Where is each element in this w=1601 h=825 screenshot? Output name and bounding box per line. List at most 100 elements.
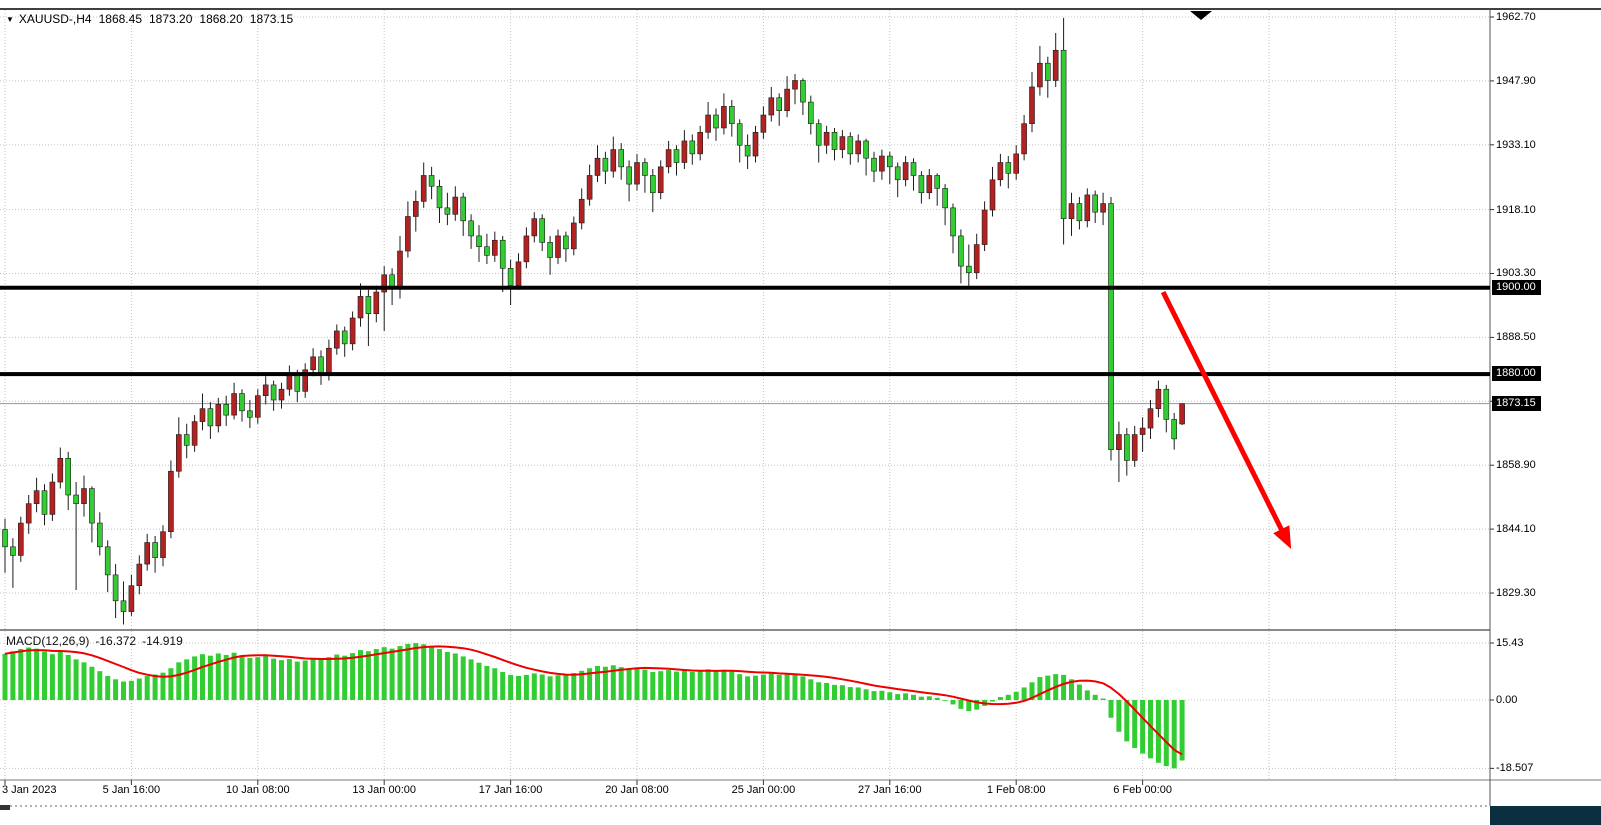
candle (183, 434, 190, 446)
macd-histogram-bar (855, 687, 861, 700)
macd-histogram-bar (1092, 694, 1098, 700)
candle (97, 522, 103, 548)
candle (586, 175, 593, 200)
macd-histogram-bar (128, 680, 134, 700)
macd-histogram-bar (381, 647, 387, 700)
candle (144, 542, 150, 565)
macd-histogram-bar (658, 671, 664, 700)
macd-signal-value: -14.919 (142, 634, 183, 648)
candle (484, 246, 490, 256)
candle (689, 140, 696, 155)
macd-signal-line (4, 645, 1183, 756)
macd-histogram-bar (1061, 674, 1067, 700)
macd-histogram-bar (1021, 687, 1027, 700)
macd-histogram-bar (974, 700, 980, 710)
macd-histogram-bar (18, 649, 24, 700)
candle (476, 235, 482, 248)
macd-histogram-bar (610, 665, 616, 700)
candle (1013, 153, 1020, 174)
candle (784, 88, 790, 112)
macd-histogram-bar (950, 700, 956, 705)
candle (1052, 49, 1059, 81)
macd-histogram-bar (595, 666, 600, 700)
macd-histogram-bar (531, 673, 537, 700)
macd-histogram-bar (737, 674, 743, 700)
candle (231, 393, 237, 416)
macd-histogram-bar (753, 675, 758, 700)
candle (499, 239, 506, 269)
candle (965, 265, 972, 273)
candle (918, 175, 925, 194)
macd-histogram-bar (49, 654, 55, 700)
bottom-right-corner-block (1490, 806, 1601, 825)
macd-histogram-bar (1084, 690, 1090, 700)
candle (357, 296, 364, 319)
candle (792, 80, 798, 90)
candle (491, 239, 498, 256)
macd-histogram-bar (618, 667, 624, 700)
candle (420, 175, 427, 202)
macd-histogram-bar (231, 652, 237, 700)
macd-histogram-bar (784, 673, 790, 700)
candle (839, 136, 846, 150)
candle (1068, 203, 1075, 219)
chart-shift-marker[interactable] (1190, 11, 1212, 20)
macd-histogram-bar (144, 675, 150, 700)
macd-histogram-bar (508, 674, 514, 700)
candle (523, 235, 530, 263)
candle (1005, 162, 1012, 174)
ohlc-open: 1868.45 (98, 12, 142, 26)
macd-histogram-bar (358, 650, 363, 700)
macd-histogram-bar (602, 666, 608, 700)
candle (452, 196, 459, 215)
macd-histogram-bar (674, 671, 679, 700)
candle (950, 207, 956, 237)
macd-histogram-bar (192, 656, 198, 700)
symbol-header: ▼ XAUUSD-,H4 1868.45 1873.20 1868.20 1873.15 (6, 12, 293, 26)
candle (1045, 62, 1051, 81)
macd-histogram-bar (626, 669, 632, 700)
macd-histogram-bar (555, 675, 561, 700)
macd-histogram-bar (879, 690, 885, 700)
macd-histogram-bar (587, 668, 593, 700)
macd-histogram-bar (1076, 684, 1082, 700)
trend-arrow-line[interactable] (1160, 290, 1288, 538)
symbol-dropdown-icon[interactable]: ▼ (6, 15, 14, 24)
macd-histogram-bar (634, 668, 640, 700)
macd-histogram-bar (492, 668, 498, 700)
macd-histogram-bar (223, 654, 229, 700)
macd-histogram-bar (926, 696, 932, 700)
candle (831, 131, 838, 150)
macd-histogram-bar (942, 700, 948, 701)
candle (247, 410, 253, 418)
candle (1021, 123, 1027, 155)
macd-histogram-bar (579, 670, 585, 700)
candle (1092, 194, 1098, 213)
candle (515, 261, 522, 286)
trend-arrow-head[interactable] (1273, 525, 1292, 549)
frame (0, 8, 1601, 807)
macd-histogram-bar (500, 671, 506, 700)
horizontal-line-object[interactable] (0, 372, 1490, 377)
candle (436, 185, 443, 209)
h-scrollbar-handle[interactable] (0, 805, 10, 810)
macd-histogram-bar (89, 666, 95, 700)
candle (1124, 434, 1130, 461)
horizontal-line-object[interactable] (0, 285, 1490, 290)
macd-histogram-bar (160, 672, 166, 700)
candle (428, 175, 435, 187)
candle (1084, 194, 1091, 222)
candle (239, 393, 245, 412)
macd-histogram-bar (792, 674, 798, 700)
macd-histogram-bar (342, 655, 348, 700)
macd-histogram-bar (247, 657, 253, 700)
candle (602, 157, 609, 172)
macd-histogram-bar (310, 658, 316, 700)
candle (128, 585, 135, 612)
candle (1076, 203, 1083, 222)
candle (17, 522, 24, 556)
macd-histogram-bar (437, 649, 442, 700)
macd-histogram-bar (871, 691, 877, 700)
